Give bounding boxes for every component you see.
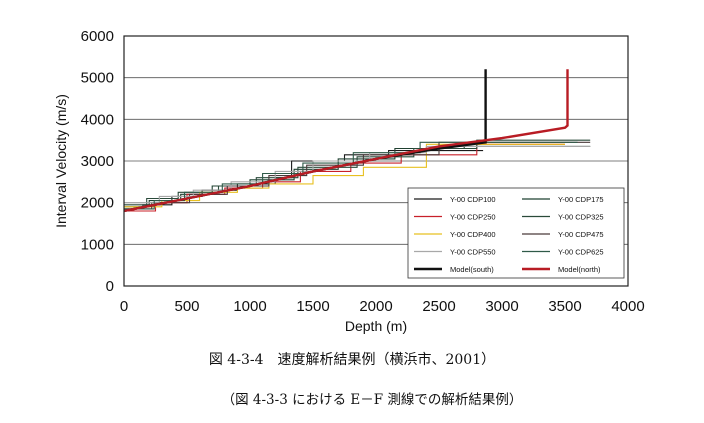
y-tick-label: 6000 [81,28,114,45]
y-tick-label: 4000 [81,111,114,128]
legend-label: Y-00 CDP550 [450,248,496,257]
x-tick-label: 0 [120,298,128,315]
y-tick-label: 5000 [81,70,114,87]
figure-caption: 図 4-3-4 速度解析結果例（横浜市、2001） [208,352,496,368]
legend-label: Y-00 CDP175 [558,195,604,204]
legend-label: Model(north) [558,265,601,274]
x-tick-label: 1500 [296,298,329,315]
plot-area-border [123,35,629,287]
legend-label: Y-00 CDP250 [450,213,496,222]
x-tick-label: 2500 [422,298,455,315]
legend-label: Y-00 CDP625 [558,248,604,257]
legend-label: Y-00 CDP475 [558,230,604,239]
y-axis-title: Interval Velocity (m/s) [53,94,69,228]
velocity-chart: 0 1000 2000 3000 4000 5000 6000 0 500 1000 1500 20… [53,28,645,334]
legend-box [407,187,625,279]
y-tick-labels: 0 1000 2000 3000 4000 5000 6000 [81,28,114,295]
y-tick-label: 2000 [81,195,114,212]
series-lines [123,69,591,213]
y-tick-label: 1000 [81,236,114,253]
legend-label: Y-00 CDP400 [450,230,496,239]
x-tick-labels: 0 500 1000 1500 2000 2500 3000 3500 4000 [120,298,645,315]
figure-subcaption: （図 4-3-3 における E－F 測線での解析結果例） [221,392,523,408]
x-tick-label: 4000 [611,298,644,315]
x-tick-label: 500 [174,298,199,315]
y-tick-label: 0 [106,278,114,295]
x-tick-label: 2000 [359,298,392,315]
legend-label: Model(south) [450,265,494,274]
legend: Y-00 CDP100 Y-00 CDP175 Y-00 CDP250 Y-00 CD… [407,187,625,279]
legend-label: Y-00 CDP100 [450,195,496,204]
series-line-model-north- [123,69,569,213]
legend-label: Y-00 CDP325 [558,213,604,222]
x-tick-label: 3000 [485,298,518,315]
x-tick-label: 3500 [548,298,581,315]
y-tick-label: 3000 [81,153,114,170]
x-axis-title: Depth (m) [345,318,407,334]
series-line-y-00-cdp625 [124,141,578,210]
x-tick-label: 1000 [233,298,266,315]
